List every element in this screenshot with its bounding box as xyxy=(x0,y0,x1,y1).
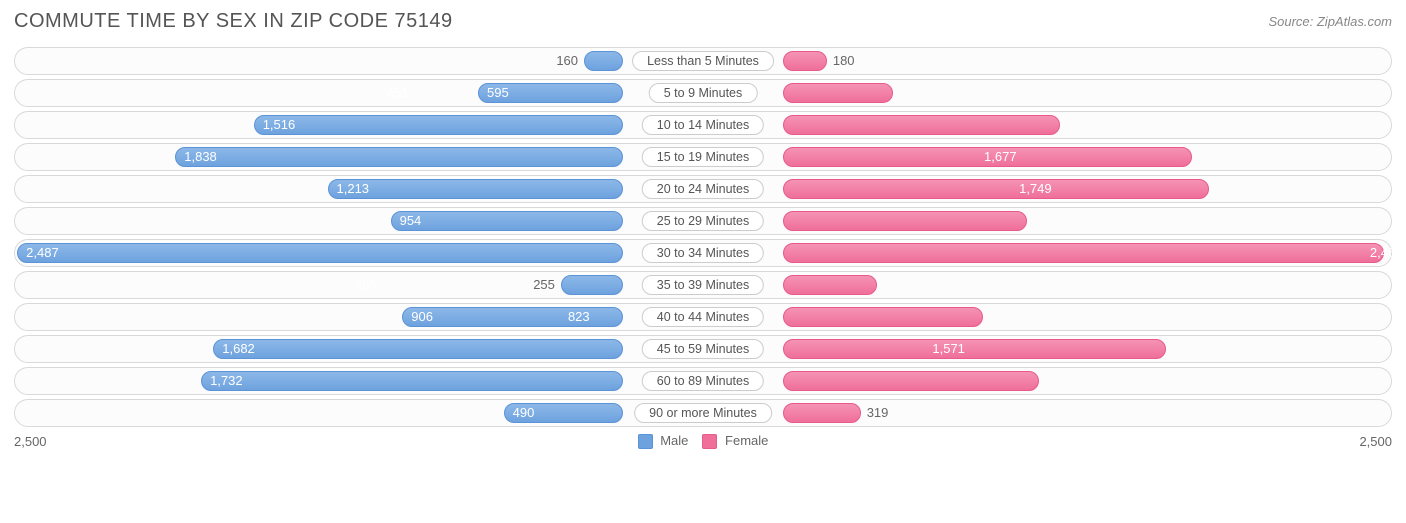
chart-row: 1,516 1,13610 to 14 Minutes xyxy=(14,111,1392,139)
female-value-label: 1,136 xyxy=(720,117,1051,132)
male-value-label: 1,682 xyxy=(222,341,255,356)
chart-row: 1,682 1,571 45 to 59 Minutes xyxy=(14,335,1392,363)
legend: Male Female xyxy=(638,433,769,449)
category-pill: 60 to 89 Minutes xyxy=(642,371,764,391)
male-bar xyxy=(175,147,623,167)
female-value-label: 1,571 xyxy=(932,341,1157,356)
category-pill: 10 to 14 Minutes xyxy=(642,115,764,135)
chart-row: 25538635 to 39 Minutes xyxy=(14,271,1392,299)
male-bar xyxy=(213,339,623,359)
male-bar xyxy=(584,51,623,71)
male-swatch-icon xyxy=(638,434,653,449)
female-value-label: 451 xyxy=(387,85,885,100)
male-value-label: 2,487 xyxy=(26,245,59,260)
chart-row: 160 180 Less than 5 Minutes xyxy=(14,47,1392,75)
chart-title: COMMUTE TIME BY SEX IN ZIP CODE 75149 xyxy=(14,10,453,33)
category-pill: 5 to 9 Minutes xyxy=(649,83,758,103)
female-swatch-icon xyxy=(702,434,717,449)
chart-row: 490 319 90 or more Minutes xyxy=(14,399,1392,427)
category-pill: 15 to 19 Minutes xyxy=(642,147,764,167)
chart-row: 1,838 1,677 15 to 19 Minutes xyxy=(14,143,1392,171)
male-bar xyxy=(17,243,623,263)
chart-footer: 2,500 Male Female 2,500 xyxy=(14,433,1392,449)
male-value-label: 1,516 xyxy=(263,117,296,132)
category-pill: 40 to 44 Minutes xyxy=(642,307,764,327)
female-bar xyxy=(783,51,827,71)
female-value-label: 823 xyxy=(568,309,976,324)
male-value-label: 906 xyxy=(411,309,433,324)
chart-row: 906 82340 to 44 Minutes xyxy=(14,303,1392,331)
female-bar xyxy=(783,243,1384,263)
male-value-label: 1,213 xyxy=(337,181,370,196)
male-bar xyxy=(254,115,623,135)
axis-right-max: 2,500 xyxy=(1359,434,1392,449)
male-bar xyxy=(201,371,623,391)
category-pill: 20 to 24 Minutes xyxy=(642,179,764,199)
legend-item-female: Female xyxy=(702,433,768,449)
female-value-label: 180 xyxy=(833,53,855,68)
female-value-label: 1,677 xyxy=(984,149,1183,164)
category-pill: 45 to 59 Minutes xyxy=(642,339,764,359)
chart-row: 2,487 2,469 30 to 34 Minutes xyxy=(14,239,1392,267)
category-pill: 35 to 39 Minutes xyxy=(642,275,764,295)
female-value-label: 2,469 xyxy=(1370,245,1377,260)
male-value-label: 490 xyxy=(513,405,535,420)
chart-row: 5954515 to 9 Minutes xyxy=(14,79,1392,107)
legend-female-label: Female xyxy=(725,433,768,448)
chart-header: COMMUTE TIME BY SEX IN ZIP CODE 75149 So… xyxy=(14,10,1392,33)
category-pill: 30 to 34 Minutes xyxy=(642,243,764,263)
male-value-label: 1,838 xyxy=(184,149,217,164)
chart-row: 9541,00225 to 29 Minutes xyxy=(14,207,1392,235)
category-pill: Less than 5 Minutes xyxy=(632,51,774,71)
legend-male-label: Male xyxy=(660,433,688,448)
chart-row: 1,213 1,749 20 to 24 Minutes xyxy=(14,175,1392,203)
female-value-label: 1,749 xyxy=(1019,181,1201,196)
female-value-label: 386 xyxy=(355,277,869,292)
male-value-label: 1,732 xyxy=(210,373,243,388)
category-pill: 90 or more Minutes xyxy=(634,403,772,423)
female-bar xyxy=(783,403,861,423)
male-bar xyxy=(328,179,623,199)
diverging-bar-chart: 160 180 Less than 5 Minutes 5954515 to 9 Mi… xyxy=(14,47,1392,427)
male-bar xyxy=(391,211,623,231)
chart-row: 1,7321,05160 to 89 Minutes xyxy=(14,367,1392,395)
female-value-label: 319 xyxy=(867,405,889,420)
category-pill: 25 to 29 Minutes xyxy=(642,211,764,231)
male-value-label: 954 xyxy=(400,213,422,228)
legend-item-male: Male xyxy=(638,433,689,449)
male-value-label: 160 xyxy=(556,53,578,68)
axis-left-max: 2,500 xyxy=(14,434,47,449)
chart-source: Source: ZipAtlas.com xyxy=(1268,14,1392,29)
